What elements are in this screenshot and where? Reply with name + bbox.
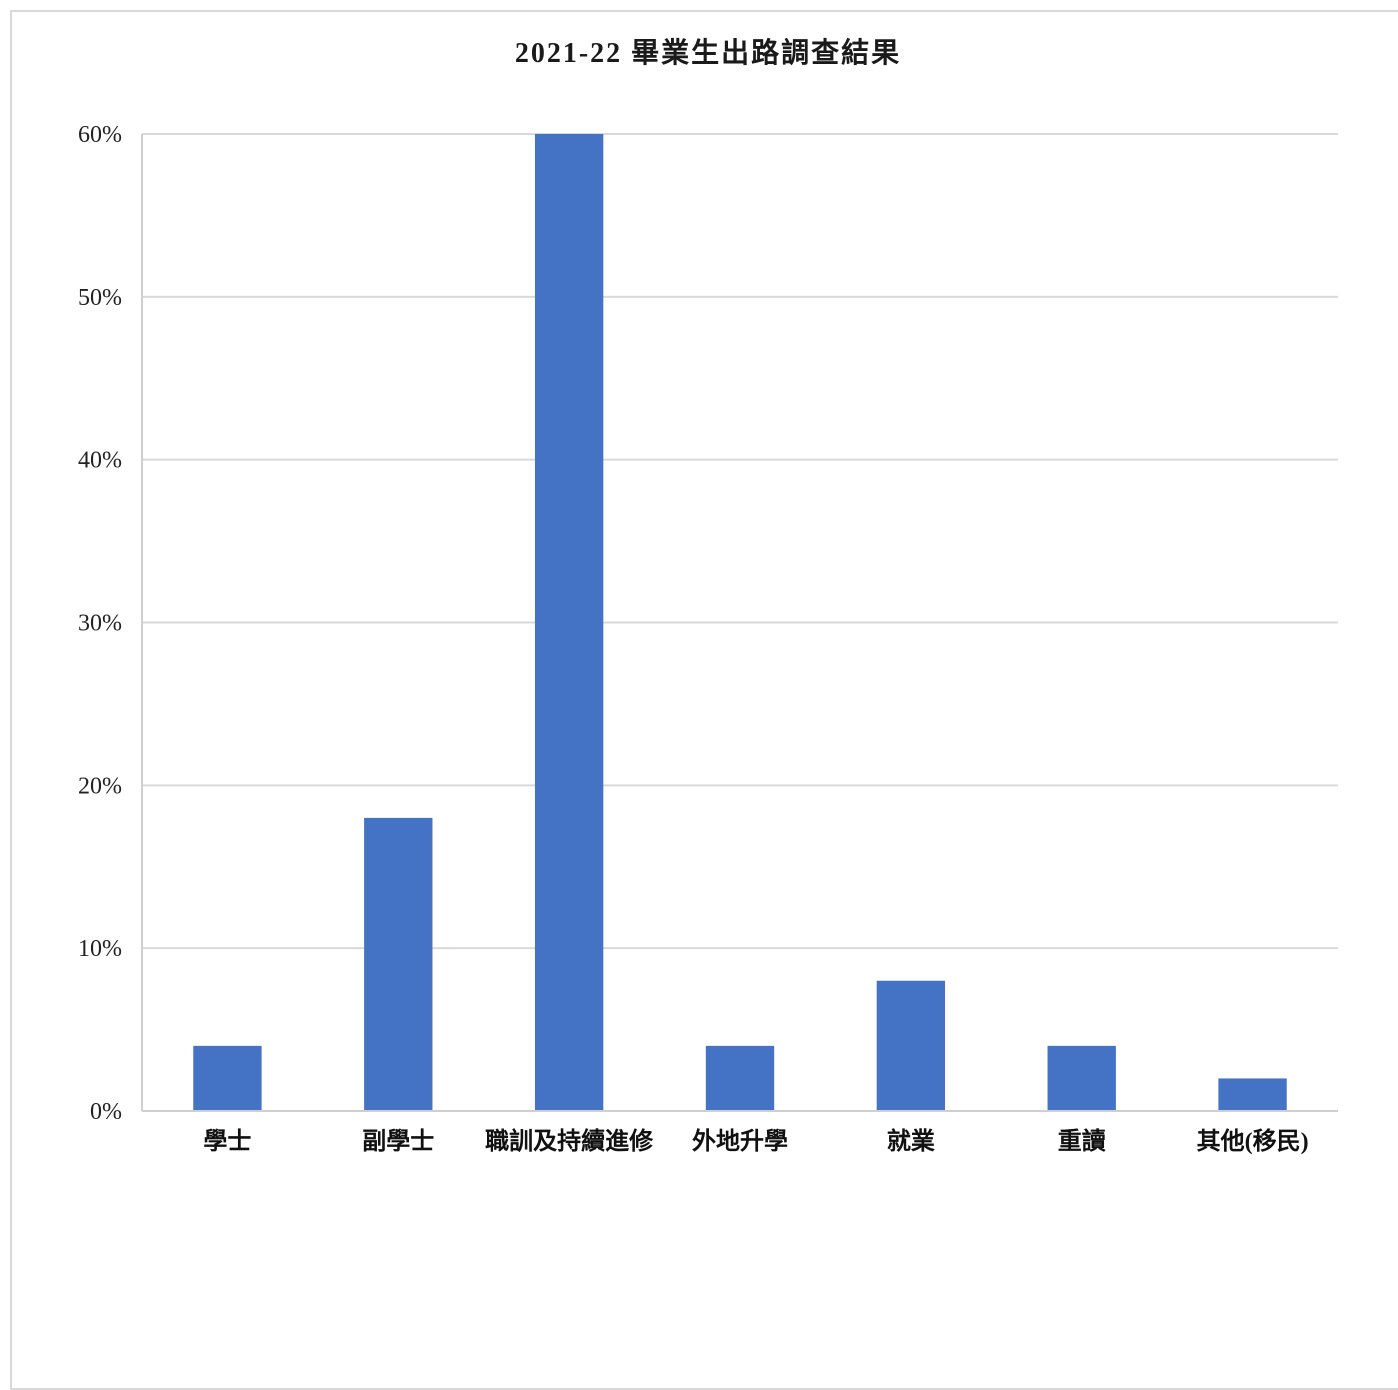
x-tick-label: 重讀: [1058, 1128, 1106, 1155]
x-tick-label: 外地升學: [692, 1127, 788, 1155]
bar: [534, 134, 604, 1111]
bar: [364, 817, 433, 1111]
y-axis-ticks: 0% 10% 20% 30% 40% 50% 60%: [78, 122, 122, 1125]
y-tick-label: 20%: [78, 773, 122, 799]
chart-title: 2021-22 畢業生出路調查結果: [515, 36, 901, 69]
bar: [705, 1045, 775, 1111]
y-tick-label: 50%: [78, 285, 122, 311]
y-tick-label: 40%: [78, 448, 122, 474]
x-tick-label: 副學士: [362, 1128, 434, 1155]
bar: [193, 1045, 262, 1111]
y-tick-label: 30%: [78, 611, 122, 637]
x-axis-labels: 學士 副學士 職訓及持續進修 外地升學 就業 重讀 其他(移民): [203, 1127, 1308, 1155]
x-tick-label: 就業: [887, 1127, 935, 1155]
bar: [1047, 1045, 1116, 1111]
y-tick-label: 60%: [78, 122, 122, 148]
x-tick-label: 學士: [203, 1128, 251, 1155]
y-tick-label: 0%: [90, 1099, 122, 1125]
bar: [1218, 1078, 1287, 1111]
bar: [876, 980, 946, 1111]
y-tick-label: 10%: [78, 936, 122, 962]
x-tick-label: 其他(移民): [1197, 1128, 1309, 1155]
x-tick-label: 職訓及持續進修: [485, 1127, 654, 1155]
gridlines: [142, 133, 1338, 950]
bars: [193, 134, 1287, 1111]
